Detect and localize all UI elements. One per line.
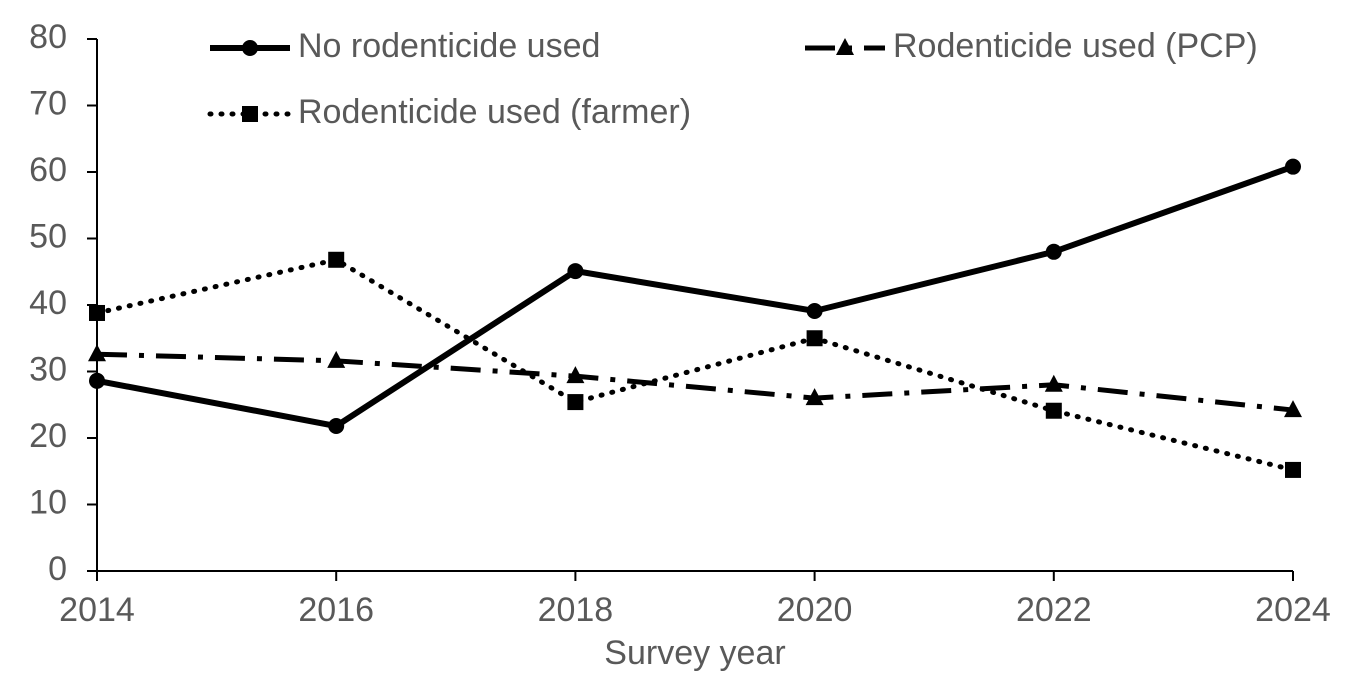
marker [88, 344, 106, 362]
marker [1284, 400, 1302, 418]
legend-marker [242, 106, 258, 122]
y-tick-label: 30 [29, 350, 67, 388]
marker [566, 366, 585, 384]
marker [1285, 158, 1301, 175]
legend-label: No rodenticide used [298, 27, 600, 65]
series-line [96, 351, 1294, 413]
legend-marker [242, 40, 258, 56]
y-tick-label: 20 [29, 417, 67, 455]
series-line [96, 163, 1295, 430]
x-tick-label: 2024 [1255, 591, 1331, 629]
series-line [94, 257, 1296, 473]
legend-label: Rodenticide used (PCP) [893, 27, 1258, 65]
marker [806, 302, 823, 319]
legend-label: Rodenticide used (farmer) [298, 93, 691, 131]
x-axis-label: Survey year [604, 634, 785, 672]
y-tick-label: 80 [29, 18, 67, 56]
marker [89, 304, 105, 321]
x-tick-label: 2016 [298, 591, 374, 629]
y-tick-label: 70 [29, 84, 67, 122]
marker [327, 350, 346, 368]
marker [1045, 243, 1062, 260]
x-tick-label: 2020 [777, 591, 853, 629]
x-tick-label: 2022 [1016, 591, 1092, 629]
marker [1044, 374, 1063, 392]
legend-marker [836, 38, 854, 55]
marker [328, 251, 345, 268]
y-tick-label: 40 [29, 284, 67, 322]
y-tick-label: 0 [48, 550, 67, 588]
marker [328, 418, 345, 435]
y-tick-label: 10 [29, 483, 67, 521]
marker [1045, 402, 1062, 419]
marker [567, 263, 584, 280]
y-tick-label: 50 [29, 217, 67, 255]
marker [567, 394, 584, 411]
marker [1285, 461, 1301, 478]
marker [806, 330, 823, 347]
y-tick-label: 60 [29, 151, 67, 189]
marker [805, 388, 824, 406]
marker [89, 372, 105, 389]
x-tick-label: 2014 [59, 591, 135, 629]
x-tick-label: 2018 [538, 591, 614, 629]
